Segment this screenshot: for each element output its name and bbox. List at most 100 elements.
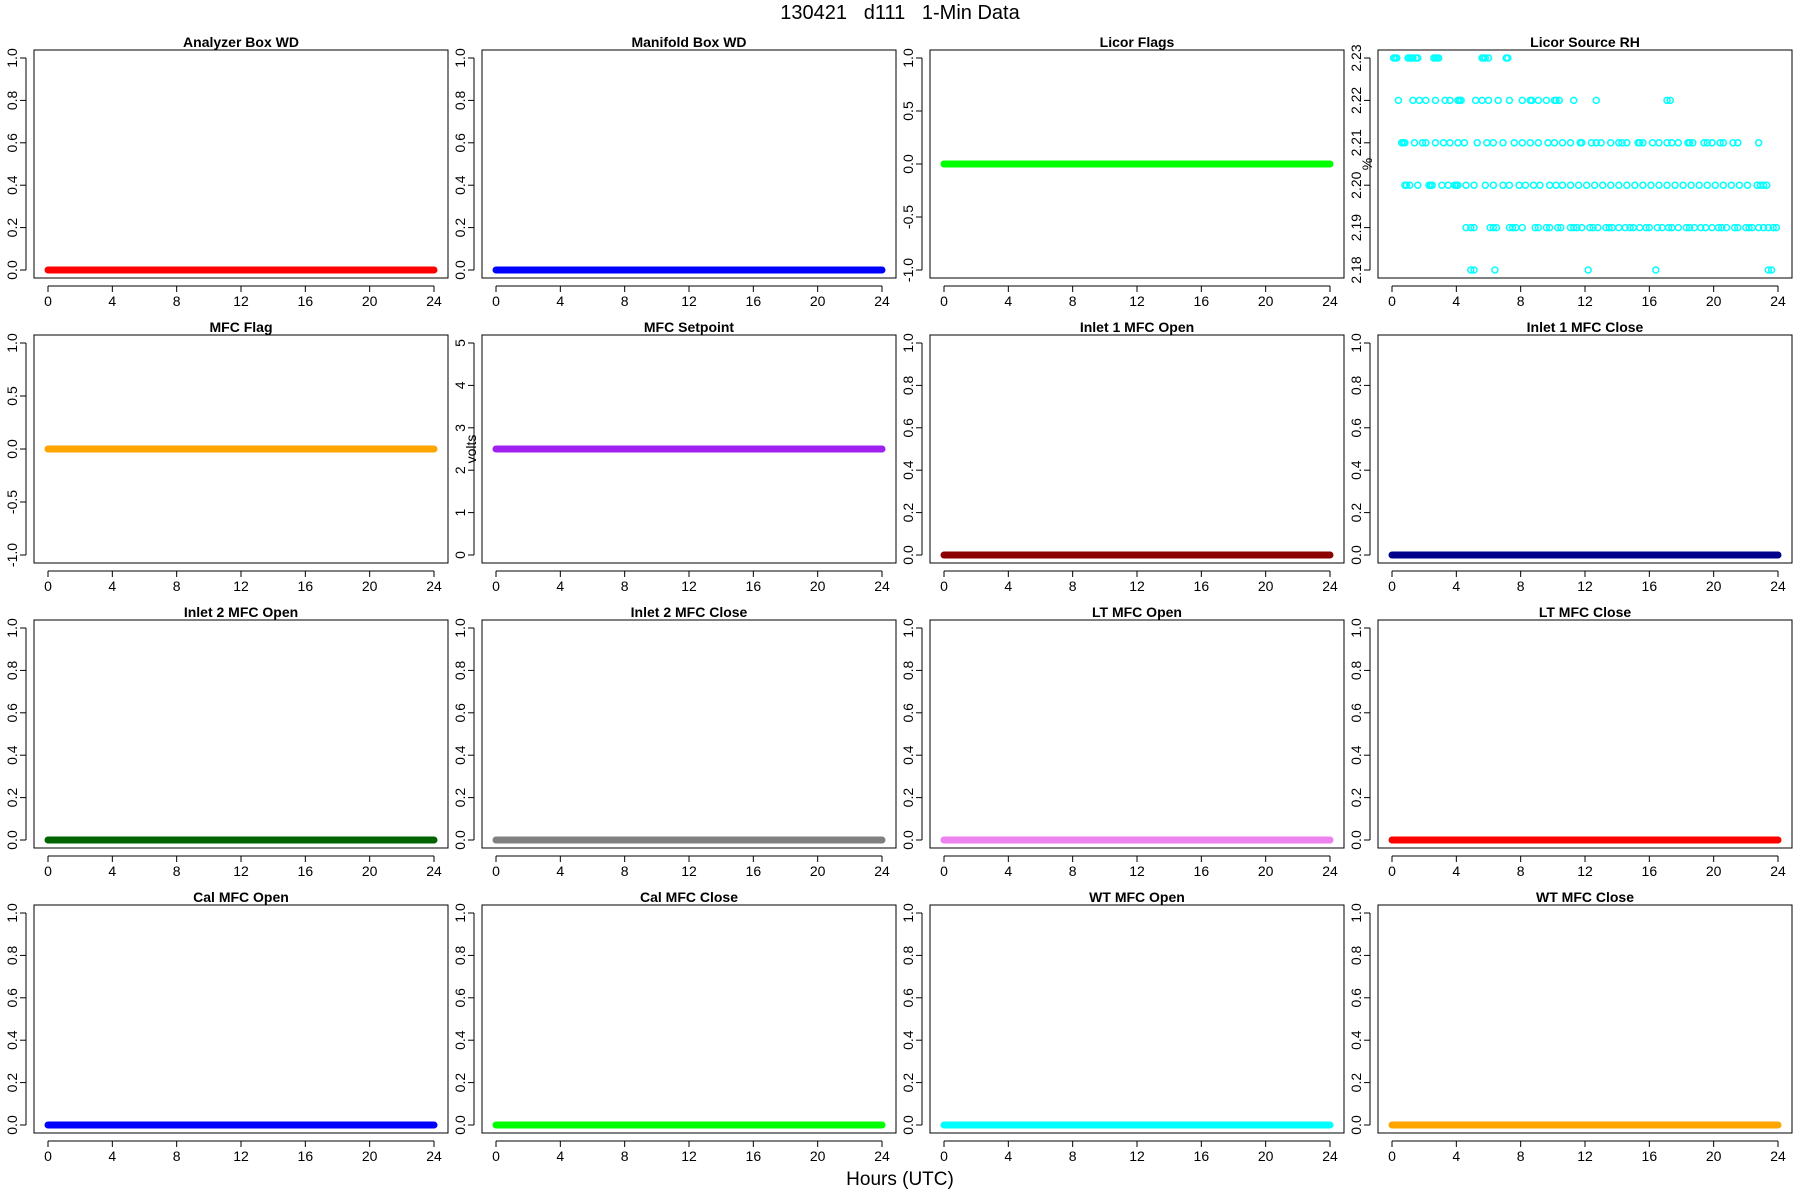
x-tick-label: 16 xyxy=(298,578,314,594)
x-tick-label: 4 xyxy=(1452,1148,1460,1164)
x-tick-label: 20 xyxy=(362,1148,378,1164)
y-tick-label: 0.0 xyxy=(4,260,20,280)
x-tick-label: 0 xyxy=(44,863,52,879)
x-tick-label: 16 xyxy=(298,863,314,879)
panel-title: Inlet 2 MFC Close xyxy=(631,604,748,620)
x-tick-label: 12 xyxy=(1577,578,1593,594)
x-tick-label: 20 xyxy=(362,863,378,879)
x-tick-label: 20 xyxy=(1258,1148,1274,1164)
data-point xyxy=(1734,139,1742,147)
data-point xyxy=(1518,96,1527,105)
data-point xyxy=(1462,223,1470,232)
y-tick-label: 1.0 xyxy=(452,618,468,638)
x-tick-label: 12 xyxy=(1577,1148,1593,1164)
data-point xyxy=(1754,139,1763,147)
x-tick-label: 20 xyxy=(810,578,826,594)
data-point xyxy=(1558,139,1567,147)
data-point xyxy=(1402,181,1411,189)
data-point xyxy=(1457,96,1465,105)
data-point xyxy=(1405,181,1414,189)
data-point xyxy=(1460,139,1469,147)
data-point xyxy=(1413,54,1422,62)
data-point xyxy=(1703,181,1711,189)
data-point xyxy=(1401,139,1409,147)
data-point xyxy=(1666,96,1674,105)
x-tick-label: 8 xyxy=(621,578,629,594)
plot-frame xyxy=(1377,334,1793,564)
data-point xyxy=(1767,266,1776,274)
x-tick-label: 24 xyxy=(874,863,890,879)
y-tick-label: 0.6 xyxy=(900,418,916,438)
data-point xyxy=(1590,181,1599,189)
x-tick-label: 4 xyxy=(1452,863,1460,879)
y-tick-label: 0.0 xyxy=(900,1115,916,1135)
y-tick-label: 0.8 xyxy=(452,660,468,680)
data-point xyxy=(1431,139,1440,147)
x-tick-label: 16 xyxy=(746,293,762,309)
x-tick-label: 12 xyxy=(681,1148,697,1164)
data-point xyxy=(1410,139,1419,147)
y-tick-label: 0.4 xyxy=(452,175,468,195)
x-tick-label: 12 xyxy=(233,863,249,879)
data-point xyxy=(1489,223,1498,232)
data-point xyxy=(1685,139,1694,147)
data-point xyxy=(1484,96,1493,105)
y-tick-label: 0.8 xyxy=(4,945,20,965)
panel-title: Cal MFC Close xyxy=(640,889,738,905)
data-point xyxy=(1489,181,1498,189)
x-tick-label: 0 xyxy=(492,578,500,594)
x-tick-label: 8 xyxy=(1517,578,1525,594)
plot-frame xyxy=(929,904,1345,1134)
y-tick-label: 0.4 xyxy=(1348,460,1364,480)
data-point xyxy=(1592,96,1601,105)
y-tick-label: 0.8 xyxy=(1348,660,1364,680)
data-point xyxy=(1623,181,1631,189)
data-point xyxy=(1545,223,1554,232)
y-tick-label: 0.6 xyxy=(1348,703,1364,723)
x-tick-label: 8 xyxy=(1517,1148,1525,1164)
data-point xyxy=(1689,139,1697,147)
y-tick-label: 0.0 xyxy=(900,545,916,565)
y-tick-label: 2.18 xyxy=(1348,256,1364,283)
y-tick-label: 0.0 xyxy=(900,154,916,174)
data-point xyxy=(1719,181,1728,189)
data-point xyxy=(1542,223,1551,232)
y-tick-label: 0.0 xyxy=(4,1115,20,1135)
y-tick-label: 0.8 xyxy=(900,945,916,965)
data-point xyxy=(1762,181,1771,189)
data-point xyxy=(1716,139,1724,147)
data-point xyxy=(1505,181,1514,189)
x-tick-label: 24 xyxy=(426,1148,442,1164)
data-point xyxy=(1415,96,1424,105)
x-tick-label: 0 xyxy=(492,293,500,309)
data-point xyxy=(1703,139,1711,147)
x-tick-label: 24 xyxy=(1770,578,1786,594)
x-tick-label: 8 xyxy=(173,578,181,594)
data-point xyxy=(1444,181,1453,189)
data-point xyxy=(1759,181,1768,189)
x-tick-label: 16 xyxy=(1642,863,1658,879)
data-point xyxy=(1413,181,1422,189)
y-tick-label: 1.0 xyxy=(900,48,916,68)
data-point xyxy=(1555,96,1564,105)
y-tick-label: -1.0 xyxy=(900,258,916,282)
y-tick-label: 0.6 xyxy=(4,703,20,723)
x-tick-label: 4 xyxy=(1004,578,1012,594)
data-point xyxy=(1772,223,1781,232)
panel-title: LT MFC Close xyxy=(1539,604,1632,620)
data-point xyxy=(1584,266,1592,274)
panel-title: LT MFC Open xyxy=(1092,604,1182,620)
data-point xyxy=(1764,223,1773,232)
data-point xyxy=(1481,54,1490,62)
data-point xyxy=(1499,139,1507,147)
y-tick-label: 0.4 xyxy=(452,1030,468,1050)
x-tick-label: 4 xyxy=(108,863,116,879)
data-point xyxy=(1711,181,1720,189)
y-tick-label: 0.2 xyxy=(452,788,468,808)
panel-title: MFC Flag xyxy=(210,319,273,335)
y-tick-label: 0.6 xyxy=(452,988,468,1008)
x-tick-label: 12 xyxy=(1129,1148,1145,1164)
x-tick-label: 4 xyxy=(1004,293,1012,309)
